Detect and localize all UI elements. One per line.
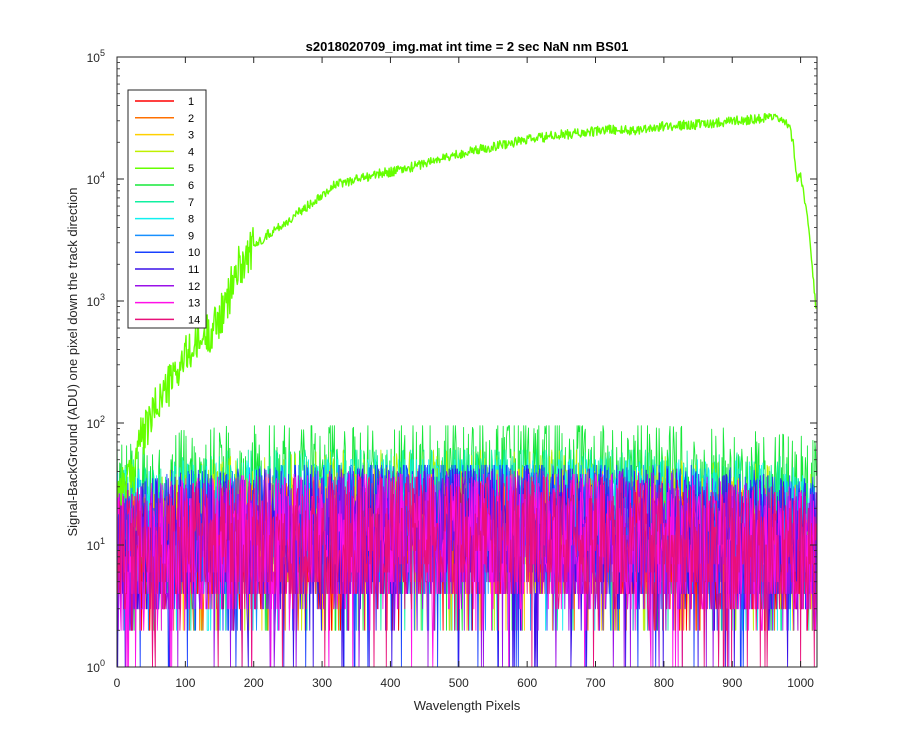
x-axis-label: Wavelength Pixels [414,698,521,713]
x-tick-label: 300 [312,676,332,690]
legend-label-11: 11 [188,264,199,276]
x-tick-label: 100 [175,676,195,690]
legend-label-2: 2 [188,113,194,125]
legend-label-8: 8 [188,214,194,226]
x-tick-label: 0 [114,676,121,690]
legend-label-14: 14 [188,314,200,326]
x-tick-label: 700 [586,676,606,690]
x-axis: 0 100 200 300 400 500 600 700 800 900 1000 [114,57,814,690]
legend-label-3: 3 [188,130,194,142]
x-tick-label: 400 [380,676,400,690]
legend-label-9: 9 [188,230,194,242]
series-layer [116,112,817,668]
legend-label-5: 5 [188,163,194,175]
x-tick-label: 1000 [787,676,814,690]
series-line-13 [116,473,817,668]
legend-label-12: 12 [188,281,200,293]
plot-frame [116,56,818,668]
legend-label-6: 6 [188,180,194,192]
legend-label-4: 4 [188,146,194,158]
legend-label-10: 10 [188,247,200,259]
x-tick-label: 800 [654,676,674,690]
y-tick-label: 105 [87,48,105,65]
y-tick-label: 103 [87,292,105,309]
legend-box [127,89,207,329]
x-tick-label: 200 [244,676,264,690]
y-tick-label: 102 [87,414,105,431]
legend-label-1: 1 [188,96,194,108]
legend-label-7: 7 [188,197,194,209]
y-tick-label: 101 [87,536,105,553]
x-tick-label: 900 [722,676,742,690]
y-tick-label: 104 [87,170,105,187]
series-line-5 [116,112,817,506]
legend-label-13: 13 [188,298,200,310]
y-axis-label: Signal-BackGround (ADU) one pixel down t… [65,187,80,536]
chart-title: s2018020709_img.mat int time = 2 sec NaN… [306,39,629,54]
y-tick-label: 100 [87,658,105,675]
series-line-14 [116,476,817,668]
x-tick-label: 600 [517,676,537,690]
x-tick-label: 500 [449,676,469,690]
